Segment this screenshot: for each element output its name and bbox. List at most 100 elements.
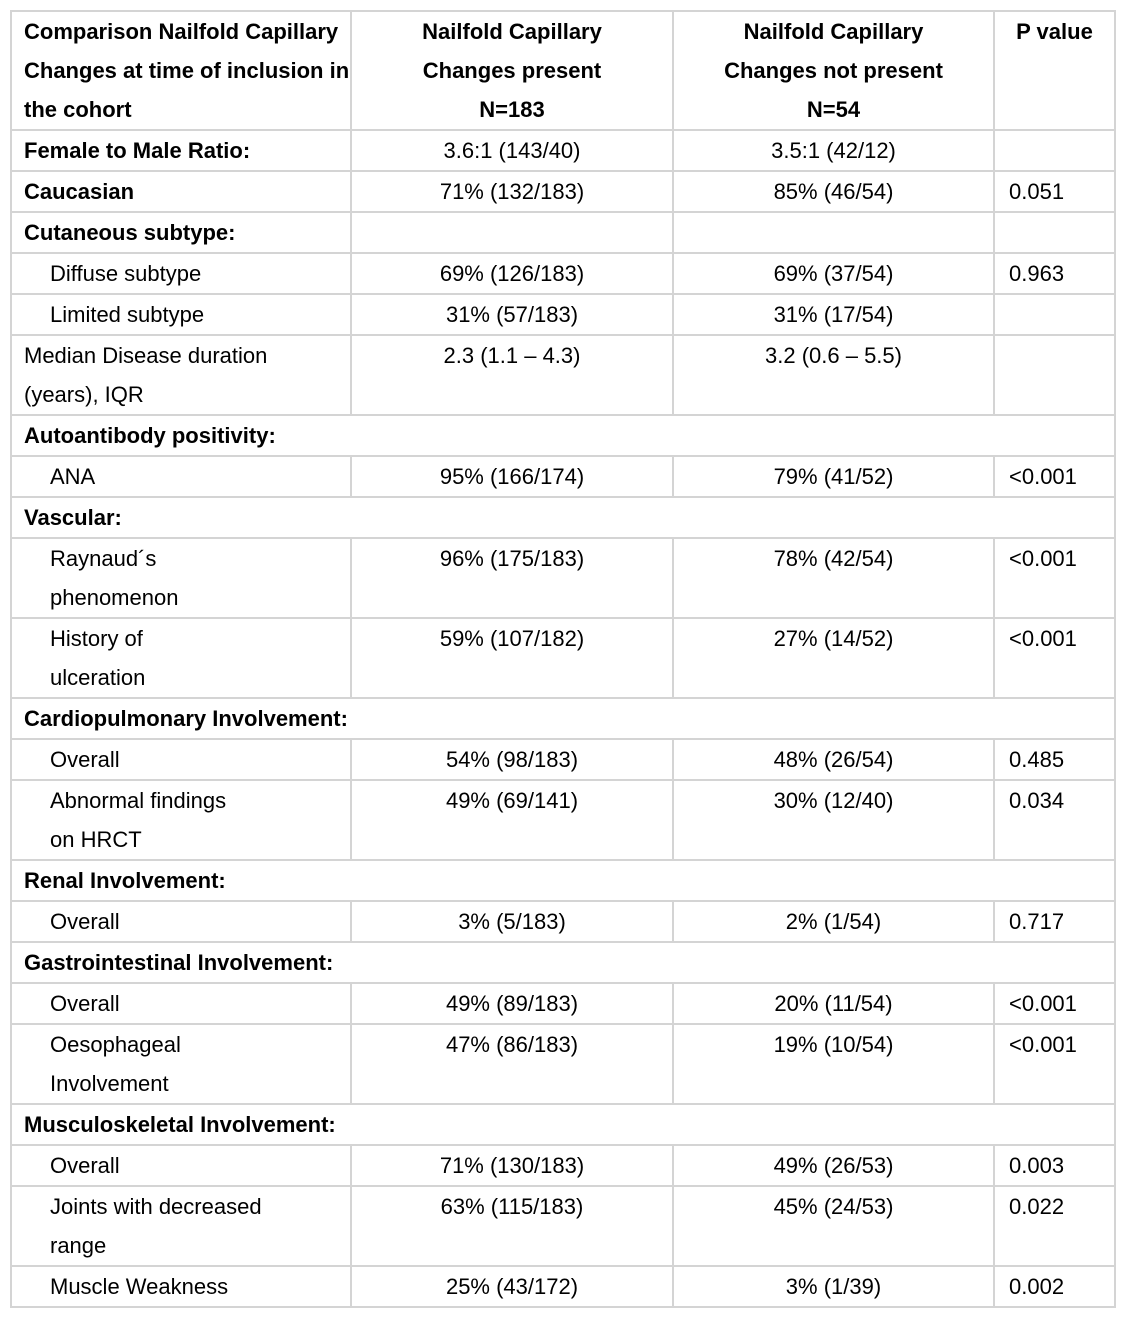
- cell-line: Muscle Weakness: [50, 1274, 229, 1299]
- row-label: Overall: [10, 1144, 352, 1187]
- cell-line: Changes present: [422, 58, 602, 83]
- row-label: Raynaud´s phenomenon: [10, 537, 352, 619]
- value-cell: 3% (1/39): [672, 1265, 995, 1308]
- value-cell: 85% (46/54): [672, 170, 995, 213]
- row-label: History of ulceration: [10, 617, 352, 699]
- value-cell: 3% (5/183): [350, 900, 674, 943]
- value-cell: 31% (57/183): [350, 293, 674, 336]
- table-row: Gastrointestinal Involvement:: [10, 941, 1116, 984]
- cell-line: Overall: [50, 909, 120, 934]
- table-row: Limited subtype 31% (57/183) 31% (17/54): [10, 293, 1116, 336]
- cell-line: Autoantibody positivity:: [24, 423, 276, 448]
- table-row: Median Disease duration (years), IQR 2.3 (…: [10, 334, 1116, 416]
- value-cell: 95% (166/174): [350, 455, 674, 498]
- cell-line: Diffuse subtype: [50, 261, 202, 286]
- p-value: <0.001: [993, 455, 1116, 498]
- p-value: 0.002: [993, 1265, 1116, 1308]
- row-label: Overall: [10, 738, 352, 781]
- table-row: Overall 3% (5/183) 2% (1/54) 0.717: [10, 900, 1116, 943]
- table-row: Muscle Weakness 25% (43/172) 3% (1/39) 0.00…: [10, 1265, 1116, 1308]
- row-label: Caucasian: [10, 170, 352, 213]
- value-cell: 49% (89/183): [350, 982, 674, 1025]
- section-label: Gastrointestinal Involvement:: [10, 941, 1116, 984]
- table-row: Caucasian 71% (132/183) 85% (46/54) 0.051: [10, 170, 1116, 213]
- cell-line: Overall: [50, 1153, 120, 1178]
- table-body: Female to Male Ratio: 3.6:1 (143/40) 3.5:1…: [10, 129, 1116, 1308]
- value-cell: 63% (115/183): [350, 1185, 674, 1267]
- cell-line: Musculoskeletal Involvement:: [24, 1112, 336, 1137]
- table-row: History of ulceration 59% (107/182) 27% (14…: [10, 617, 1116, 699]
- cell-line: Limited subtype: [50, 302, 205, 327]
- row-label: Overall: [10, 982, 352, 1025]
- cell-line: Vascular:: [24, 505, 122, 530]
- cell-line: Abnormal findings: [50, 788, 227, 813]
- p-value: 0.051: [993, 170, 1116, 213]
- value-cell: 45% (24/53): [672, 1185, 995, 1267]
- value-cell: 48% (26/54): [672, 738, 995, 781]
- table-row: Female to Male Ratio: 3.6:1 (143/40) 3.5:1…: [10, 129, 1116, 172]
- table-row: Abnormal findings on HRCT 49% (69/141) 30% …: [10, 779, 1116, 861]
- p-value: 0.485: [993, 738, 1116, 781]
- section-label: Autoantibody positivity:: [10, 414, 1116, 457]
- table-row: Cardiopulmonary Involvement:: [10, 697, 1116, 740]
- value-cell: 59% (107/182): [350, 617, 674, 699]
- cell-line: Oesophageal: [50, 1032, 181, 1057]
- table-row: Autoantibody positivity:: [10, 414, 1116, 457]
- header-cell: Nailfold Capillary Changes present N=183: [350, 10, 674, 131]
- cell-line: N=183: [479, 97, 545, 122]
- cell-line: N=54: [806, 97, 861, 122]
- cell-line: Caucasian: [24, 179, 135, 204]
- value-cell: 49% (26/53): [672, 1144, 995, 1187]
- value-cell: 19% (10/54): [672, 1023, 995, 1105]
- row-label: Female to Male Ratio:: [10, 129, 352, 172]
- table-row: Joints with decreased range 63% (115/183) 4…: [10, 1185, 1116, 1267]
- table-row: Overall 71% (130/183) 49% (26/53) 0.003: [10, 1144, 1116, 1187]
- value-cell: 78% (42/54): [672, 537, 995, 619]
- value-cell: 3.6:1 (143/40): [350, 129, 674, 172]
- p-value: 0.963: [993, 252, 1116, 295]
- value-cell: 71% (130/183): [350, 1144, 674, 1187]
- value-cell: 69% (126/183): [350, 252, 674, 295]
- table-row: Oesophageal Involvement 47% (86/183) 19% (1…: [10, 1023, 1116, 1105]
- table-row: Musculoskeletal Involvement:: [10, 1103, 1116, 1146]
- cell-line: Gastrointestinal Involvement:: [24, 950, 334, 975]
- p-value: <0.001: [993, 537, 1116, 619]
- p-value: 0.022: [993, 1185, 1116, 1267]
- value-cell: 2% (1/54): [672, 900, 995, 943]
- p-value: 0.003: [993, 1144, 1116, 1187]
- value-cell: 69% (37/54): [672, 252, 995, 295]
- header-cell: Nailfold Capillary Changes not present N=5…: [672, 10, 995, 131]
- cell-line: ANA: [50, 464, 96, 489]
- cell-line: ulceration: [50, 665, 146, 690]
- section-label: Cardiopulmonary Involvement:: [10, 697, 1116, 740]
- table-row: Overall 54% (98/183) 48% (26/54) 0.485: [10, 738, 1116, 781]
- cell-line: Cardiopulmonary Involvement:: [24, 706, 348, 731]
- value-cell: 3.2 (0.6 – 5.5): [672, 334, 995, 416]
- section-label: Renal Involvement:: [10, 859, 1116, 902]
- value-cell: 79% (41/52): [672, 455, 995, 498]
- cell-line: Female to Male Ratio:: [24, 138, 251, 163]
- table-row: Cutaneous subtype:: [10, 211, 1116, 254]
- value-cell: [672, 211, 995, 254]
- value-cell: 49% (69/141): [350, 779, 674, 861]
- p-value: 0.034: [993, 779, 1116, 861]
- value-cell: 20% (11/54): [672, 982, 995, 1025]
- p-value: <0.001: [993, 1023, 1116, 1105]
- p-value: [993, 129, 1116, 172]
- cell-line: Overall: [50, 991, 120, 1016]
- value-cell: 47% (86/183): [350, 1023, 674, 1105]
- value-cell: 31% (17/54): [672, 293, 995, 336]
- cell-line: on HRCT: [50, 827, 142, 852]
- row-label: Median Disease duration (years), IQR: [10, 334, 352, 416]
- cell-line: Median Disease duration: [24, 343, 268, 368]
- value-cell: 30% (12/40): [672, 779, 995, 861]
- value-cell: 27% (14/52): [672, 617, 995, 699]
- row-label: Abnormal findings on HRCT: [10, 779, 352, 861]
- row-label: Oesophageal Involvement: [10, 1023, 352, 1105]
- cell-line: range: [50, 1233, 107, 1258]
- cell-line: Overall: [50, 747, 120, 772]
- value-cell: 54% (98/183): [350, 738, 674, 781]
- header-cell: Comparison Nailfold Capillary Changes at…: [10, 10, 352, 131]
- row-label: Overall: [10, 900, 352, 943]
